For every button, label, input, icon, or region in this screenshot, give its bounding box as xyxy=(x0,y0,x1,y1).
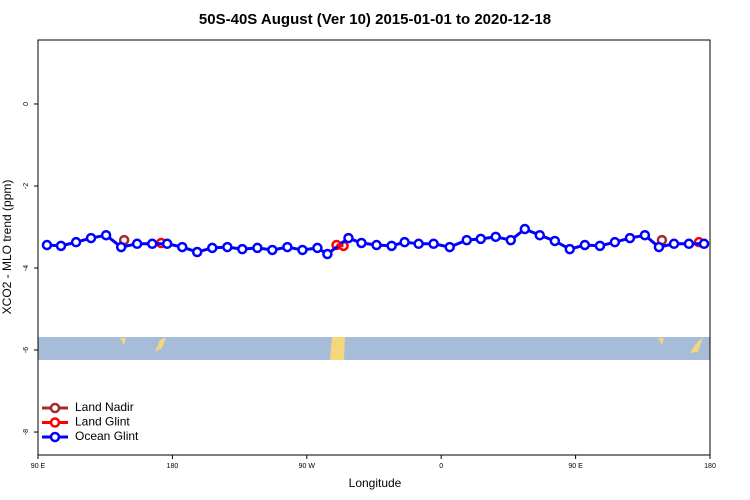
y-tick-label: 0 xyxy=(23,102,30,106)
point xyxy=(177,241,188,253)
point xyxy=(131,238,143,250)
point xyxy=(505,234,517,246)
point xyxy=(549,235,561,247)
land-patch xyxy=(658,338,664,345)
point xyxy=(399,236,410,248)
land-patch xyxy=(330,337,345,360)
land-patch xyxy=(120,338,126,345)
point xyxy=(237,243,248,255)
point xyxy=(146,238,158,250)
point xyxy=(475,233,487,245)
legend-label: Land Nadir xyxy=(75,400,134,414)
point xyxy=(413,238,424,250)
y-tick-label: -8 xyxy=(23,429,30,435)
point xyxy=(267,244,278,256)
point xyxy=(653,241,665,253)
plot-frame xyxy=(37,39,711,456)
legend-label: Land Glint xyxy=(75,415,130,429)
point xyxy=(668,238,680,250)
x-tick-label: 0 xyxy=(439,463,443,470)
land-patch xyxy=(155,337,166,352)
point xyxy=(624,232,636,244)
x-tick-label: 90 E xyxy=(31,463,46,470)
point xyxy=(698,238,710,250)
point xyxy=(444,241,455,253)
series-segment xyxy=(336,243,344,248)
point xyxy=(55,240,67,252)
point xyxy=(282,241,293,253)
point xyxy=(683,238,695,250)
point xyxy=(322,248,333,260)
point xyxy=(564,243,576,255)
point xyxy=(85,232,97,244)
point xyxy=(207,242,218,254)
chart-title: 50S-40S August (Ver 10) 2015-01-01 to 20… xyxy=(199,11,551,28)
x-tick-label: 180 xyxy=(704,463,716,470)
point xyxy=(297,244,308,256)
point xyxy=(639,229,651,241)
x-tick-label: 90 W xyxy=(299,463,316,470)
legend-label: Ocean Glint xyxy=(75,429,139,443)
y-tick-label: -6 xyxy=(23,347,30,353)
point xyxy=(594,240,606,252)
legend-marker xyxy=(49,402,61,414)
ocean-band xyxy=(38,337,710,360)
y-tick-label: -2 xyxy=(23,183,30,189)
land-patch xyxy=(690,337,703,353)
point xyxy=(191,246,203,258)
point xyxy=(115,241,127,253)
y-axis-label: XCO2 - MLO trend (ppm) xyxy=(0,180,14,315)
point xyxy=(252,242,263,254)
y-tick-label: -4 xyxy=(23,265,30,271)
point xyxy=(609,236,621,248)
x-tick-label: 90 E xyxy=(568,463,583,470)
point xyxy=(100,229,112,241)
map-strip xyxy=(38,337,710,360)
point xyxy=(534,229,546,241)
point xyxy=(579,239,591,251)
point xyxy=(490,231,501,243)
point xyxy=(428,238,439,250)
point xyxy=(70,236,82,248)
point xyxy=(343,232,354,244)
point xyxy=(41,239,53,251)
point xyxy=(461,234,472,246)
point xyxy=(519,223,531,235)
point xyxy=(386,240,397,252)
point xyxy=(161,238,173,250)
x-axis-label: Longitude xyxy=(349,476,402,490)
x-tick-label: 180 xyxy=(167,463,179,470)
legend-marker xyxy=(49,417,61,428)
point xyxy=(222,241,233,253)
point xyxy=(356,237,367,249)
point xyxy=(312,242,323,254)
point xyxy=(371,239,382,251)
legend-marker xyxy=(49,431,61,443)
